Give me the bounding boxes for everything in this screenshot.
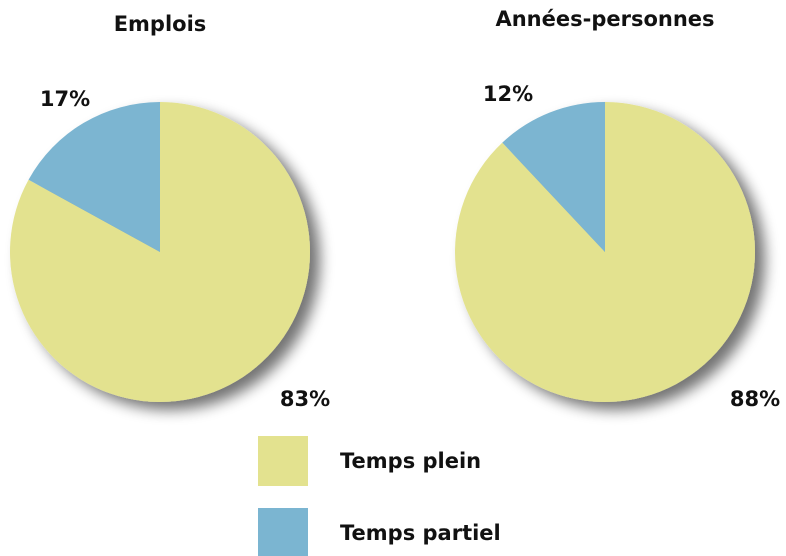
pie-slice: [9, 102, 310, 402]
chart-title: Années-personnes: [495, 7, 714, 31]
data-label: 17%: [40, 87, 90, 111]
data-label: 88%: [730, 387, 780, 411]
legend-label: Temps plein: [340, 449, 481, 473]
pie-slice: [28, 102, 160, 252]
pie: [9, 102, 310, 402]
pie-slice: [502, 102, 605, 252]
legend-label: Temps partiel: [340, 521, 501, 545]
chart-title: Emplois: [114, 12, 207, 36]
data-label: 83%: [280, 387, 330, 411]
legend-swatch: [258, 436, 308, 486]
data-label: 12%: [483, 82, 533, 106]
pie: [454, 102, 756, 402]
legend-swatch: [258, 508, 308, 556]
